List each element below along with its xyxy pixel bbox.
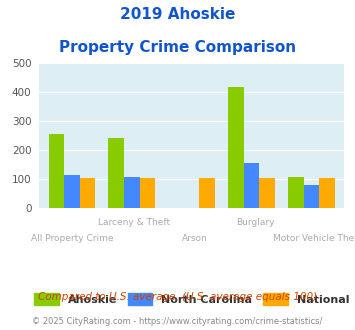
- Text: Property Crime Comparison: Property Crime Comparison: [59, 40, 296, 54]
- Text: Motor Vehicle Theft: Motor Vehicle Theft: [273, 234, 355, 243]
- Bar: [124, 177, 140, 208]
- Bar: [140, 178, 155, 208]
- Bar: [49, 134, 64, 208]
- Bar: [80, 178, 95, 208]
- Bar: [288, 177, 304, 208]
- Bar: [200, 178, 215, 208]
- Legend: Ahoskie, North Carolina, National: Ahoskie, North Carolina, National: [30, 289, 354, 309]
- Bar: [319, 178, 335, 208]
- Bar: [64, 175, 80, 208]
- Bar: [228, 86, 244, 208]
- Text: Larceny & Theft: Larceny & Theft: [98, 218, 170, 227]
- Text: All Property Crime: All Property Crime: [31, 234, 114, 243]
- Text: Burglary: Burglary: [236, 218, 275, 227]
- Bar: [304, 185, 319, 208]
- Bar: [260, 178, 275, 208]
- Bar: [109, 138, 124, 208]
- Text: Compared to U.S. average. (U.S. average equals 100): Compared to U.S. average. (U.S. average …: [38, 292, 317, 302]
- Text: 2019 Ahoskie: 2019 Ahoskie: [120, 7, 235, 21]
- Text: © 2025 CityRating.com - https://www.cityrating.com/crime-statistics/: © 2025 CityRating.com - https://www.city…: [32, 317, 323, 326]
- Bar: [244, 163, 260, 208]
- Text: Arson: Arson: [182, 234, 208, 243]
